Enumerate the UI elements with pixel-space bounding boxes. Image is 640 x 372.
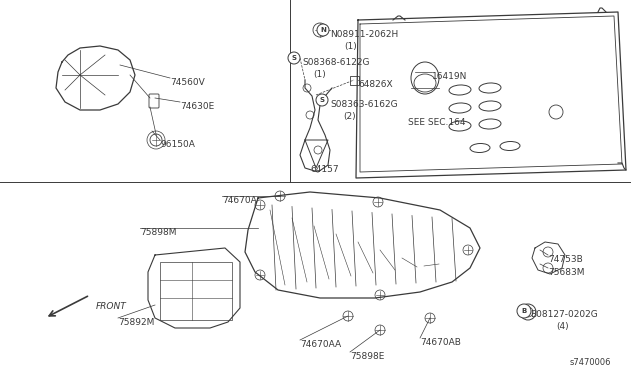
Text: FRONT: FRONT	[96, 302, 127, 311]
Text: (1): (1)	[313, 70, 326, 79]
Text: B08127-0202G: B08127-0202G	[530, 310, 598, 319]
Text: 74560V: 74560V	[170, 78, 205, 87]
Text: 96150A: 96150A	[160, 140, 195, 149]
Text: 75892M: 75892M	[118, 318, 154, 327]
Bar	[160, 262, 232, 320]
Text: N: N	[320, 27, 326, 33]
Text: B: B	[522, 308, 527, 314]
Text: 74630E: 74630E	[180, 102, 214, 111]
Text: 75898E: 75898E	[350, 352, 385, 361]
Text: 74753B: 74753B	[548, 255, 583, 264]
Text: 16419N: 16419N	[432, 72, 467, 81]
Text: 64826X: 64826X	[358, 80, 392, 89]
Text: 64157: 64157	[310, 165, 339, 174]
Circle shape	[316, 94, 328, 106]
Circle shape	[317, 24, 329, 36]
Text: 74670A: 74670A	[222, 196, 257, 205]
Text: 74670AB: 74670AB	[420, 338, 461, 347]
Text: (4): (4)	[556, 322, 568, 331]
Text: S08363-6162G: S08363-6162G	[330, 100, 397, 109]
Text: 75898M: 75898M	[140, 228, 177, 237]
Text: S: S	[319, 97, 324, 103]
Text: (1): (1)	[344, 42, 356, 51]
Text: S: S	[291, 55, 296, 61]
Text: s7470006: s7470006	[570, 358, 611, 367]
Bar	[350, 76, 359, 85]
Text: SEE SEC.164: SEE SEC.164	[408, 118, 465, 127]
Circle shape	[288, 52, 300, 64]
Text: 74670AA: 74670AA	[300, 340, 341, 349]
Text: 75683M: 75683M	[548, 268, 584, 277]
Text: N08911-2062H: N08911-2062H	[330, 30, 398, 39]
Text: (2): (2)	[343, 112, 356, 121]
Circle shape	[517, 304, 531, 318]
Text: S08368-6122G: S08368-6122G	[302, 58, 369, 67]
